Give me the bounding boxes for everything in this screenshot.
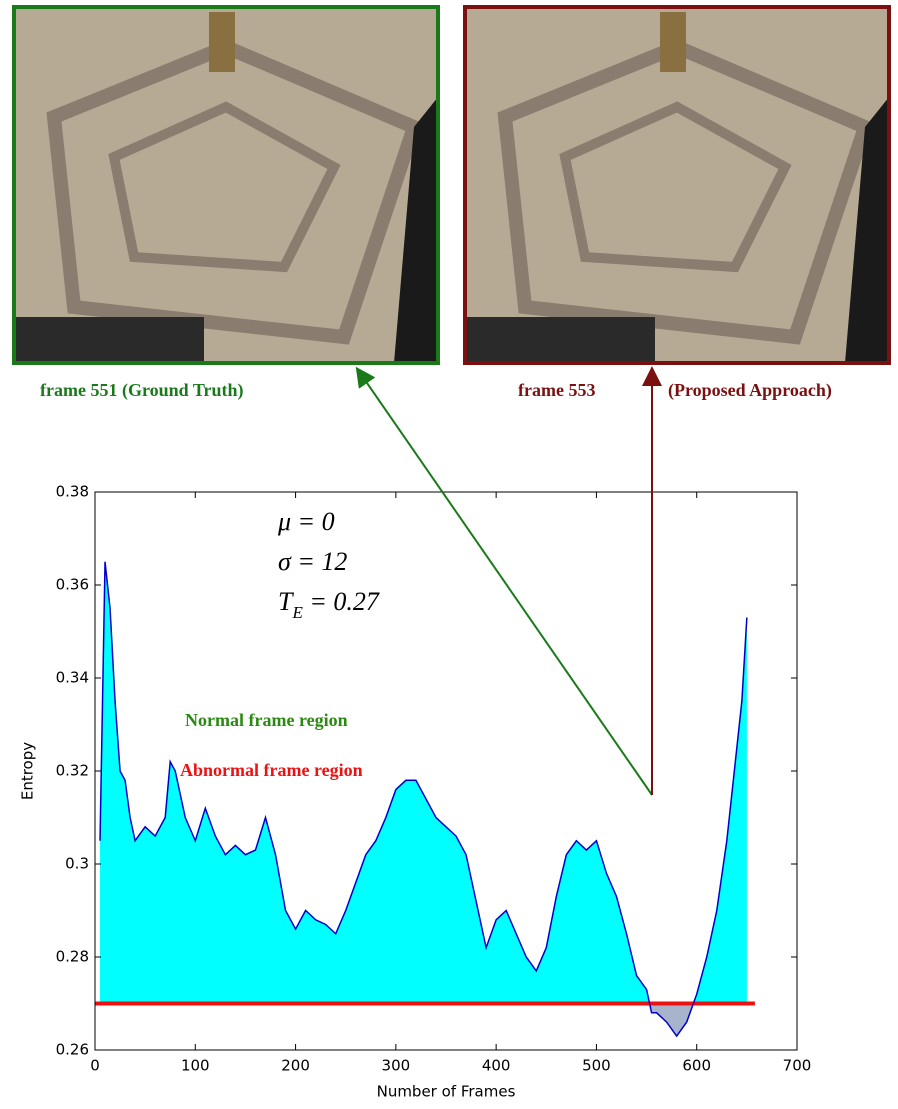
arrow — [355, 366, 653, 796]
annotation-symbol: T — [278, 587, 294, 616]
annotation: σ = 12 — [278, 547, 347, 576]
area-below — [100, 1003, 747, 1037]
annotation-text: = 0.27 — [303, 587, 380, 616]
photo-proposed — [465, 7, 889, 363]
annotation: TE = 0.27 — [278, 587, 380, 622]
photo-ground-truth — [14, 7, 438, 363]
x-tick-label: 200 — [281, 1057, 310, 1075]
x-tick-label: 0 — [90, 1057, 100, 1075]
x-tick-label: 300 — [382, 1057, 411, 1075]
x-tick-label: 600 — [682, 1057, 711, 1075]
x-tick-label: 500 — [582, 1057, 611, 1075]
x-tick-label: 400 — [482, 1057, 511, 1075]
x-tick-label: 700 — [783, 1057, 812, 1075]
plot: 0 100 200 300 400 500 600 700 0.26 0.28 0.3 0.32 0.3… — [19, 483, 812, 1101]
area — [100, 561, 747, 1037]
annotation-subscript: E — [291, 603, 303, 622]
x-tick-label: 100 — [181, 1057, 210, 1075]
y-tick-label: 0.26 — [56, 1041, 89, 1059]
region-label: Normal frame region — [185, 710, 348, 730]
y-tick-label: 0.28 — [56, 948, 89, 966]
y-tick-label: 0.32 — [56, 762, 89, 780]
frame-caption: (Proposed Approach) — [668, 380, 832, 401]
x-axis-label: Number of Frames — [377, 1083, 516, 1101]
y-axis-label: Entropy — [19, 742, 37, 800]
line — [99, 561, 748, 1038]
region-label: Abnormal frame region — [180, 760, 363, 780]
y-tick-label: 0.36 — [56, 576, 89, 594]
y-tick-label: 0.3 — [65, 855, 89, 873]
frame-caption: frame 553 — [518, 380, 595, 400]
y-tick-label: 0.38 — [56, 483, 89, 501]
y-tick-label: 0.34 — [56, 669, 89, 687]
frame-caption: frame 551 (Ground Truth) — [40, 380, 244, 401]
annotation: μ = 0 — [277, 507, 335, 536]
